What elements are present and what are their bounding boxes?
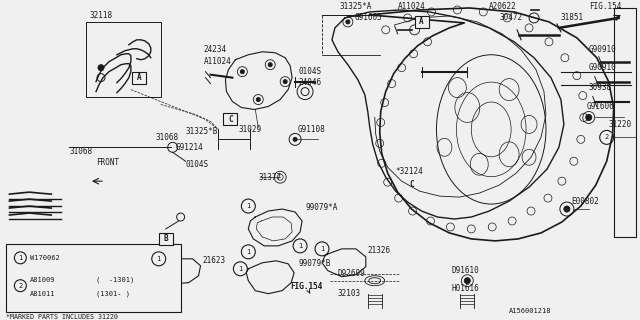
Circle shape <box>564 206 570 212</box>
Text: 32118: 32118 <box>89 12 112 20</box>
Text: 21623: 21623 <box>202 256 226 265</box>
Text: A81009: A81009 <box>30 277 56 283</box>
Circle shape <box>268 63 272 67</box>
Text: FIG.154: FIG.154 <box>290 282 323 291</box>
Text: A: A <box>136 73 141 82</box>
FancyBboxPatch shape <box>223 114 237 125</box>
Text: *32124: *32124 <box>396 167 424 176</box>
Text: W170062: W170062 <box>30 255 60 261</box>
Circle shape <box>293 137 297 141</box>
Text: A11024: A11024 <box>204 57 231 66</box>
Text: G90910: G90910 <box>589 45 616 54</box>
Text: 31325*A: 31325*A <box>340 3 372 12</box>
Text: E00802: E00802 <box>571 196 598 205</box>
Text: A20622: A20622 <box>489 3 517 12</box>
FancyBboxPatch shape <box>415 16 429 28</box>
Text: (1301- ): (1301- ) <box>96 291 130 297</box>
Circle shape <box>98 65 104 71</box>
Text: 31029: 31029 <box>238 125 262 134</box>
Text: H01616: H01616 <box>451 284 479 293</box>
Text: 31851: 31851 <box>561 13 584 22</box>
Text: A: A <box>419 17 424 26</box>
Text: 32103: 32103 <box>338 289 361 298</box>
Text: *MARKED PARTS INCLUDES 31220: *MARKED PARTS INCLUDES 31220 <box>6 314 118 320</box>
Text: 21326: 21326 <box>368 246 391 255</box>
Text: (  -1301): ( -1301) <box>96 276 134 283</box>
Text: C: C <box>410 180 414 189</box>
Text: 2: 2 <box>605 134 609 140</box>
Text: 99079*A: 99079*A <box>305 203 337 212</box>
Circle shape <box>241 70 244 74</box>
Text: 30472: 30472 <box>499 13 522 22</box>
Text: C: C <box>228 115 233 124</box>
Text: G91606: G91606 <box>587 102 614 111</box>
Text: D92609: D92609 <box>338 269 365 278</box>
Text: D91610: D91610 <box>451 266 479 275</box>
FancyBboxPatch shape <box>6 244 180 312</box>
Text: 1: 1 <box>320 246 324 252</box>
Text: 0104S: 0104S <box>298 67 321 76</box>
Text: 31325*B: 31325*B <box>186 127 218 136</box>
Text: 24046: 24046 <box>298 78 321 87</box>
Text: 31068: 31068 <box>69 147 92 156</box>
Text: 31220: 31220 <box>609 120 632 129</box>
Text: 1: 1 <box>19 255 22 261</box>
Text: 1: 1 <box>238 266 243 272</box>
Circle shape <box>283 80 287 84</box>
Text: 1: 1 <box>246 203 250 209</box>
Text: FIG.154: FIG.154 <box>589 3 621 12</box>
Text: 24234: 24234 <box>204 45 227 54</box>
Text: 2: 2 <box>19 283 22 289</box>
Text: A81011: A81011 <box>30 291 56 297</box>
Text: FIG.154: FIG.154 <box>290 282 323 293</box>
Text: 31377: 31377 <box>259 173 282 182</box>
Text: FRONT: FRONT <box>96 158 119 167</box>
Text: 31068: 31068 <box>156 133 179 142</box>
Text: 99079*B: 99079*B <box>298 259 330 268</box>
Circle shape <box>346 20 350 24</box>
Text: G91605: G91605 <box>355 13 383 22</box>
Text: 1: 1 <box>298 243 302 249</box>
Circle shape <box>465 278 470 284</box>
FancyBboxPatch shape <box>159 233 173 245</box>
Text: A11024: A11024 <box>397 3 426 12</box>
Text: 30938: 30938 <box>589 83 612 92</box>
FancyBboxPatch shape <box>132 72 146 84</box>
Text: G91108: G91108 <box>298 125 326 134</box>
Circle shape <box>256 98 260 101</box>
Text: 1: 1 <box>157 256 161 262</box>
Text: G91214: G91214 <box>175 143 204 152</box>
Circle shape <box>586 115 592 120</box>
Text: B: B <box>163 235 168 244</box>
Text: G90910: G90910 <box>589 63 616 72</box>
Text: 0104S: 0104S <box>186 160 209 169</box>
Text: 1: 1 <box>246 249 250 255</box>
Text: A156001218: A156001218 <box>509 308 552 314</box>
